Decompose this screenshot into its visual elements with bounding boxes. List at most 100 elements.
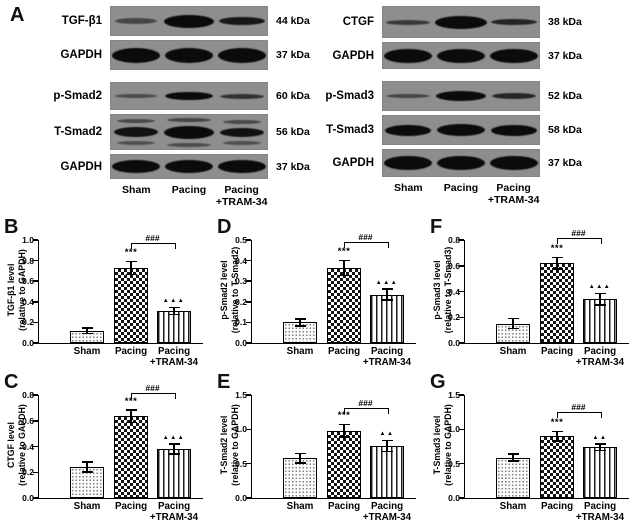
y-axis-title-line2: (relative to GAPDH) <box>443 404 453 486</box>
y-tick-mark <box>246 428 251 431</box>
error-bar-cap-bottom <box>551 268 563 270</box>
panel-letter-g: G <box>430 371 446 393</box>
error-bar <box>173 443 175 455</box>
y-tick-label: 0.2 <box>22 317 34 328</box>
blot-protein-label: T-Smad3 <box>326 124 374 136</box>
panel-letter-c: C <box>4 371 19 393</box>
bar-pacing <box>540 436 574 498</box>
blot-row: TGF-β1 44 kDa <box>14 6 310 36</box>
blot-row: GAPDH 37 kDa <box>286 149 582 177</box>
comparison-bracket-label: ### <box>571 401 586 412</box>
y-tick-mark <box>459 394 464 396</box>
error-bar <box>299 318 301 327</box>
blot-band <box>164 14 214 28</box>
bar-pacing <box>114 416 148 498</box>
comparison-bracket-label: ### <box>145 233 160 244</box>
blot-protein-label: T-Smad2 <box>54 126 102 138</box>
bar-pacing-tram34 <box>583 447 617 498</box>
error-bar-cap-top <box>125 260 137 263</box>
y-tick-mark <box>33 301 38 303</box>
blot-band <box>220 127 264 137</box>
blot-band <box>219 17 265 25</box>
error-bar-cap-bottom <box>381 450 393 452</box>
y-tick-label: 1.5 <box>448 390 460 400</box>
y-tick-label: 0.6 <box>448 260 460 271</box>
bar-sham <box>496 323 530 343</box>
blot-image <box>382 149 540 177</box>
blot-band <box>112 47 160 63</box>
y-tick-label: 0.0 <box>22 338 34 348</box>
y-tick-label: 0.3 <box>235 276 247 287</box>
plot-area: 0.0 0.2 0.4 0.6 0.8 1.0 Sham *** Pacing ▲▲▲ Pacing… <box>22 233 203 368</box>
error-bar <box>556 430 558 442</box>
blot-band <box>436 91 486 101</box>
lane-label: Pacing <box>443 182 479 194</box>
comparison-bracket-label: ### <box>571 228 586 239</box>
molecular-weight-label: 52 kDa <box>548 90 582 102</box>
comparison-bracket-label: ### <box>358 232 373 243</box>
plot-area: 0.0 0.5 1.0 1.5 Sham *** Pacing ▲▲ Pacing +TRAM-… <box>448 390 629 523</box>
y-tick-label: 1.0 <box>22 235 34 245</box>
y-tick-mark <box>246 342 251 344</box>
plot-area: 0.0 0.2 0.4 0.6 0.8 Sham *** Pacing ▲▲▲ Pacing +T… <box>22 383 203 523</box>
chart-panel-c: C CTGF level (relative to GAPDH) 0.0 0.2 0.4 0… <box>2 365 214 523</box>
blot-image <box>382 6 540 38</box>
error-bar <box>599 292 601 306</box>
y-tick-label: 0.4 <box>22 296 34 307</box>
x-tick-label: Sham <box>73 346 101 357</box>
blot-band <box>115 18 157 24</box>
bar-pacing-tram34 <box>583 299 617 343</box>
error-bar <box>86 461 88 473</box>
y-tick-label: 0.5 <box>448 458 460 469</box>
blot-protein-label: GAPDH <box>60 49 102 61</box>
western-blot-group-left: TGF-β1 44 kDa GAPDH 37 kDa p-Smad2 60 kDa T-Sm… <box>14 6 310 209</box>
error-bar-cap-top <box>294 318 306 320</box>
blot-band <box>435 15 487 29</box>
error-bar-cap-bottom <box>507 460 519 462</box>
bar-pacing-tram34 <box>157 449 191 498</box>
error-bar-cap-bottom <box>507 327 519 330</box>
error-bar-cap-bottom <box>294 462 306 464</box>
blot-band <box>492 93 536 99</box>
blot-protein-label: GAPDH <box>332 49 374 62</box>
y-tick-mark <box>33 342 38 344</box>
error-bar-cap-bottom <box>168 313 180 316</box>
blot-protein-label: TGF-β1 <box>61 15 102 27</box>
blot-image <box>382 81 540 111</box>
y-axis-title: T-Smad3 level (relative to GAPDH) <box>427 389 459 501</box>
error-bar-cap-bottom <box>125 421 137 424</box>
comparison-bracket <box>557 411 602 418</box>
molecular-weight-label: 37 kDa <box>276 160 310 173</box>
y-tick-label: 0.0 <box>235 338 247 348</box>
significance-label: ▲▲ <box>592 434 608 441</box>
blot-image <box>110 154 268 179</box>
blot-band <box>165 47 213 63</box>
blot-band <box>165 160 213 173</box>
y-axis-title-line1: T-Smad3 level <box>432 415 443 475</box>
y-tick-mark <box>246 462 251 465</box>
blot-row: GAPDH 37 kDa <box>14 40 310 70</box>
significance-label: ▲▲▲ <box>162 434 186 441</box>
chart-panel-g: G T-Smad3 level (relative to GAPDH) 0.0 0.5 1… <box>428 365 640 523</box>
blot-band-lower <box>167 142 211 147</box>
y-tick-label: 0.0 <box>22 493 34 503</box>
plot-area: 0.0 0.2 0.4 0.6 0.8 Sham *** Pacing ▲▲▲ Pacing +T… <box>448 228 629 368</box>
blot-band <box>386 94 430 98</box>
x-tick-label: Pacing <box>327 501 361 512</box>
blot-band <box>165 92 213 100</box>
blot-band <box>437 156 485 170</box>
blot-protein-label: CTGF <box>342 16 374 28</box>
bar-pacing-tram34 <box>157 311 191 343</box>
error-bar-cap-top <box>294 452 306 455</box>
x-tick-label: Sham <box>73 501 101 512</box>
blot-band <box>218 160 266 173</box>
y-axis-title: T-Smad2 level (relative to GAPDH) <box>214 389 246 501</box>
error-bar-cap-top <box>338 423 350 426</box>
error-bar <box>556 256 558 270</box>
blot-band <box>437 48 485 63</box>
error-bar-cap-top <box>594 443 606 445</box>
error-bar <box>512 453 514 462</box>
error-bar <box>130 409 132 424</box>
y-tick-label: 0.4 <box>22 441 34 452</box>
